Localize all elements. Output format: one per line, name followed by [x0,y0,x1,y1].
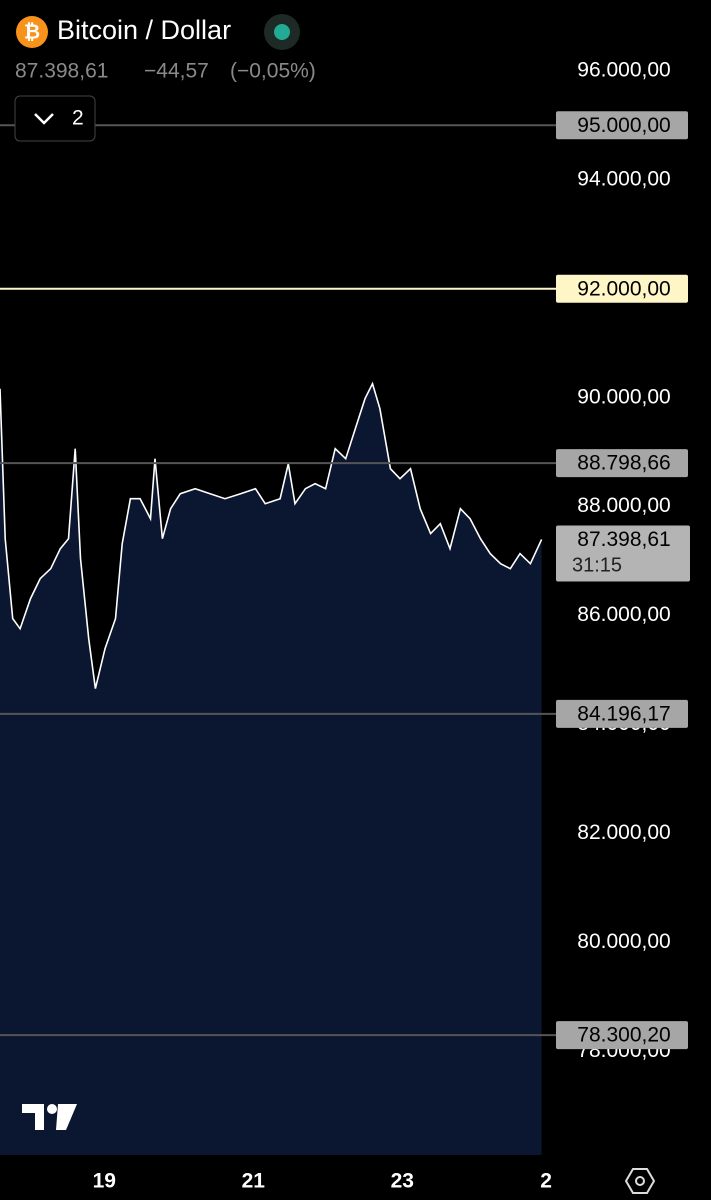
bitcoin-icon [16,16,48,48]
y-tick-label: 90.000,00 [577,385,670,408]
price-label-box [556,449,688,478]
indicator-toggle[interactable] [14,95,96,142]
price-line [0,381,543,689]
settings-icon[interactable] [624,1168,656,1194]
x-tick-label: 23 [391,1170,414,1193]
price-label-box [556,274,688,303]
plot [0,381,543,1155]
indicator-count: 2 [72,107,84,130]
bitcoin-symbol: ₿ [24,21,40,43]
price-label: 95.000,00 [577,114,670,137]
bar-countdown: 31:15 [572,555,622,577]
price-label: 78.300,20 [577,1024,670,1047]
price-label: 84.196,17 [577,702,670,725]
last-price-box [556,525,690,582]
y-tick-label: 86.000,00 [577,603,670,626]
market-status-dot [274,24,290,40]
tradingview-logo [22,1104,77,1130]
header-price: 87.398,61 [15,60,108,83]
y-tick-label: 94.000,00 [577,167,670,190]
last-price-label: 87.398,61 [577,528,670,551]
header-change: −44,57 [144,60,209,83]
overlays: 95.000,00 92.000,00 88.798,66 84.196,17 78.3… [0,111,690,1050]
symbol-title: Bitcoin / Dollar [57,15,231,45]
price-label-box [556,699,688,728]
header-change-pct: (−0,05%) [230,60,316,83]
y-tick-label: 82.000,00 [577,821,670,844]
price-label: 88.798,66 [577,452,670,475]
price-label-box [556,111,688,140]
price-label-box [556,1021,688,1050]
chevron-icon [34,113,54,125]
area-fill [0,383,542,1155]
y-tick-label: 96.000,00 [577,58,670,81]
x-tick-label: 19 [93,1170,116,1193]
price-label: 92.000,00 [577,277,670,300]
x-tick-label: 2 [540,1170,552,1193]
x-tick-label: 21 [242,1170,266,1193]
y-tick-label: 88.000,00 [577,494,670,517]
y-tick-label: 80.000,00 [577,930,670,953]
